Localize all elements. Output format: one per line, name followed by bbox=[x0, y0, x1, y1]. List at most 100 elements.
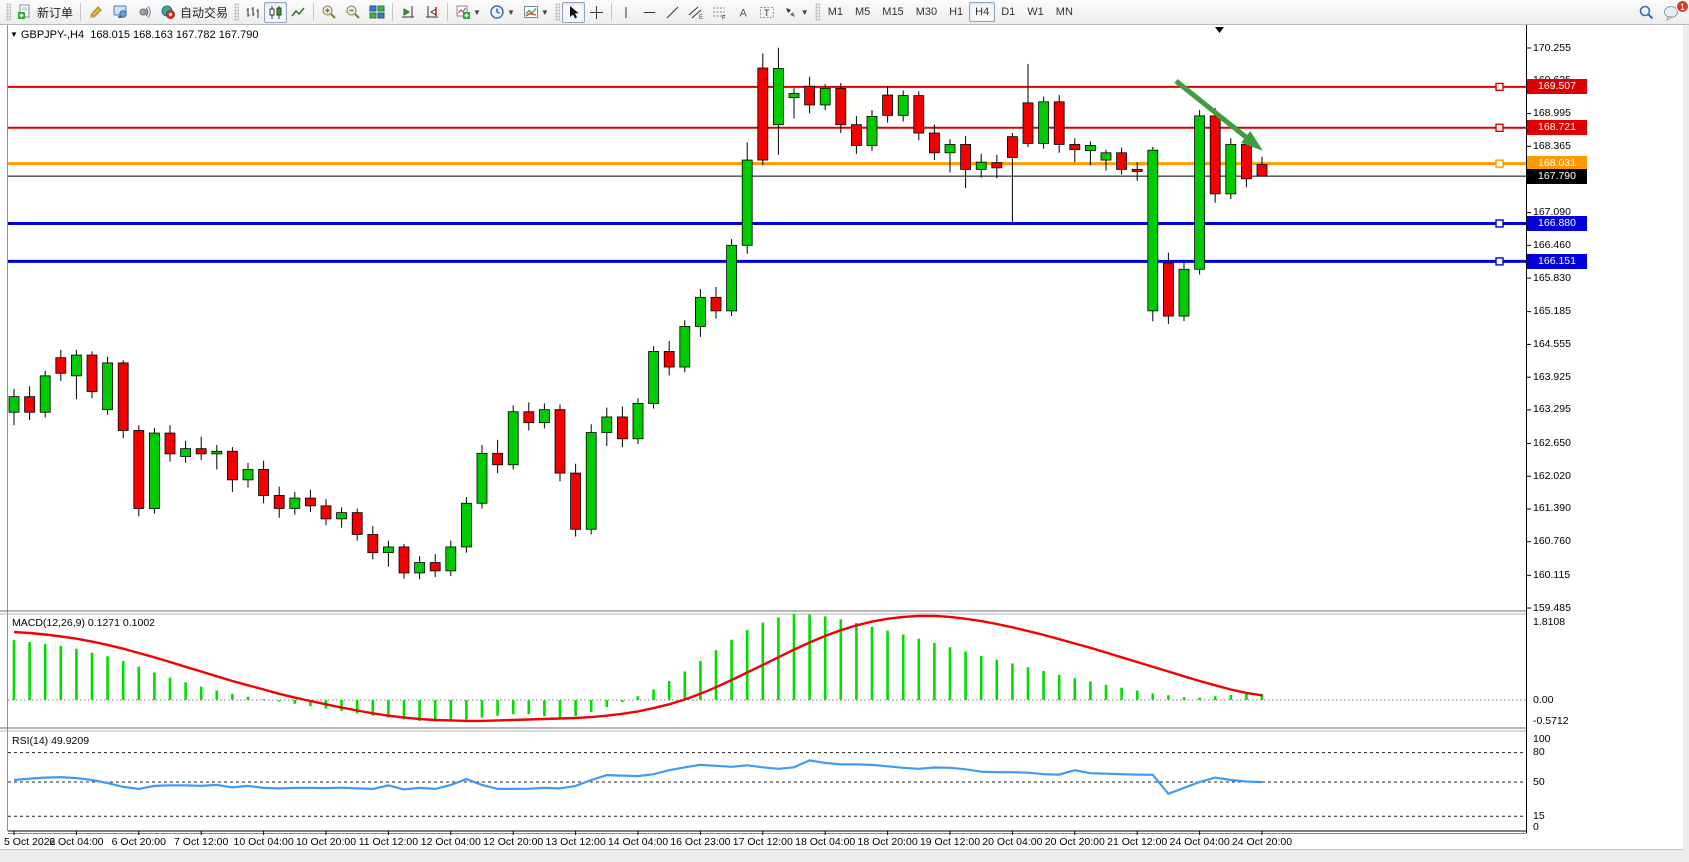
price-line-label: 167.790 bbox=[1527, 168, 1587, 184]
timeframe-m15[interactable]: M15 bbox=[882, 6, 904, 18]
right-strip bbox=[1683, 25, 1689, 862]
fibonacci-button[interactable]: F bbox=[708, 2, 732, 23]
scroll-marker-icon bbox=[1215, 27, 1224, 33]
vertical-line-icon bbox=[625, 6, 627, 18]
zoom-in-button[interactable] bbox=[317, 2, 341, 23]
timeframe-mn[interactable]: MN bbox=[1055, 6, 1073, 18]
timeframe-m1[interactable]: M1 bbox=[827, 6, 843, 18]
brush-button[interactable] bbox=[84, 2, 108, 23]
time-tick: 5 Oct 2022 bbox=[4, 836, 56, 848]
bar-chart-icon bbox=[246, 6, 259, 18]
time-tick: 24 Oct 20:00 bbox=[1231, 836, 1293, 848]
add-indicator-button[interactable]: ▼ bbox=[451, 2, 485, 23]
hline-handle[interactable] bbox=[1495, 257, 1504, 266]
add-indicator-icon bbox=[456, 5, 471, 19]
auto-scroll-button[interactable] bbox=[420, 2, 444, 23]
time-tick: 12 Oct 04:00 bbox=[420, 836, 481, 848]
text-label-icon: T bbox=[759, 6, 774, 18]
hline-handle[interactable] bbox=[1495, 219, 1504, 228]
timeframe-m30[interactable]: M30 bbox=[915, 6, 938, 18]
line-chart-button[interactable] bbox=[287, 2, 310, 23]
rsi-indicator-label: RSI(14) 49.9209 bbox=[12, 735, 90, 747]
crosshair-button[interactable] bbox=[585, 2, 608, 23]
trend-arrow-annotation[interactable] bbox=[1174, 79, 1263, 151]
equidistant-channel-button[interactable]: E bbox=[684, 2, 708, 23]
zoom-out-button[interactable] bbox=[341, 2, 365, 23]
time-tick: 21 Oct 12:00 bbox=[1107, 836, 1168, 848]
timeframe-d1[interactable]: D1 bbox=[1001, 6, 1016, 18]
autotrade-button[interactable]: 自动交易 bbox=[156, 2, 232, 23]
candle-chart-icon bbox=[269, 5, 282, 19]
indicator-tick: 0.00 bbox=[1533, 693, 1554, 706]
vertical-line-button[interactable] bbox=[615, 2, 638, 23]
hline-handle[interactable] bbox=[1495, 159, 1504, 168]
toolbar-grip bbox=[6, 3, 11, 21]
time-tick: 13 Oct 12:00 bbox=[545, 836, 606, 848]
chart-window[interactable]: ▼ GBPJPY-,H4 168.015 168.163 167.782 167.… bbox=[0, 25, 1689, 862]
screen-button[interactable] bbox=[108, 2, 132, 23]
autotrade-icon bbox=[161, 5, 176, 19]
horizontal-line-button[interactable] bbox=[638, 2, 661, 23]
signal-icon bbox=[139, 6, 151, 18]
line-chart-icon bbox=[291, 7, 305, 16]
price-line-label: 168.031 bbox=[1527, 156, 1587, 172]
trendline-button[interactable] bbox=[661, 2, 684, 23]
price-tick: 165.185 bbox=[1533, 305, 1571, 318]
timeframe-h1[interactable]: H1 bbox=[949, 6, 964, 18]
indicator-tick: 80 bbox=[1533, 746, 1545, 759]
text-label-button[interactable]: T bbox=[755, 2, 779, 23]
cursor-button[interactable] bbox=[561, 1, 585, 23]
shift-end-button[interactable] bbox=[396, 2, 420, 23]
timeframe-h4[interactable]: H4 bbox=[969, 2, 996, 22]
time-tick: 18 Oct 04:00 bbox=[795, 836, 856, 848]
indicator-tick: 15 bbox=[1533, 809, 1545, 822]
periods-button[interactable]: ▼ bbox=[485, 2, 519, 23]
time-tick: 18 Oct 20:00 bbox=[857, 836, 918, 848]
new-order-button[interactable]: 新订单 bbox=[13, 2, 77, 23]
chart-plot[interactable] bbox=[0, 25, 1689, 862]
time-tick: 6 Oct 04:00 bbox=[49, 836, 104, 848]
arrows-button[interactable]: ▼ bbox=[779, 2, 813, 23]
periods-clock-icon bbox=[490, 5, 504, 19]
zoom-out-icon bbox=[346, 5, 360, 19]
separator bbox=[447, 3, 449, 21]
search-button[interactable] bbox=[1634, 2, 1659, 23]
trendline-icon bbox=[666, 6, 679, 18]
candles bbox=[8, 47, 1268, 580]
price-tick: 163.295 bbox=[1533, 403, 1571, 416]
collapse-triangle-icon[interactable]: ▼ bbox=[10, 30, 18, 39]
toolbar-grip bbox=[554, 3, 560, 21]
bar-chart-button[interactable] bbox=[241, 2, 264, 23]
price-tick: 162.020 bbox=[1533, 469, 1571, 482]
timeframe-m5[interactable]: M5 bbox=[855, 6, 871, 18]
timeframe-group: M1 M5 M15 M30 H1 H4 D1 W1 MN bbox=[822, 2, 1079, 22]
horizontal-line-icon bbox=[643, 11, 655, 13]
svg-text:F: F bbox=[722, 15, 726, 20]
zoom-in-icon bbox=[322, 5, 336, 19]
indicator-tick: -0.5712 bbox=[1533, 714, 1569, 727]
price-line-label: 166.880 bbox=[1527, 216, 1587, 231]
indicator-tick: 100 bbox=[1533, 732, 1551, 745]
timeframe-w1[interactable]: W1 bbox=[1027, 6, 1044, 18]
templates-button[interactable]: ▼ bbox=[519, 2, 553, 23]
toolbar: 新订单 bbox=[0, 0, 1689, 25]
price-tick: 162.650 bbox=[1533, 436, 1571, 449]
tile-windows-button[interactable] bbox=[365, 2, 389, 23]
svg-text:A: A bbox=[739, 7, 747, 19]
search-icon bbox=[1639, 5, 1654, 19]
hline-handle[interactable] bbox=[1495, 123, 1504, 132]
toolbar-grip bbox=[814, 3, 820, 21]
hline-handle[interactable] bbox=[1495, 82, 1504, 92]
text-button[interactable]: A bbox=[732, 2, 755, 23]
indicator-tick: 50 bbox=[1533, 775, 1545, 788]
candle-chart-button[interactable] bbox=[264, 1, 288, 23]
price-tick: 160.115 bbox=[1533, 568, 1571, 581]
autotrade-label: 自动交易 bbox=[180, 5, 229, 20]
time-tick: 20 Oct 04:00 bbox=[982, 836, 1043, 848]
time-tick: 17 Oct 12:00 bbox=[732, 836, 793, 848]
notifications-button[interactable]: 1 bbox=[1659, 0, 1689, 23]
time-tick: 10 Oct 04:00 bbox=[233, 836, 294, 848]
dropdown-caret: ▼ bbox=[800, 7, 809, 17]
signal-button[interactable] bbox=[132, 2, 156, 23]
